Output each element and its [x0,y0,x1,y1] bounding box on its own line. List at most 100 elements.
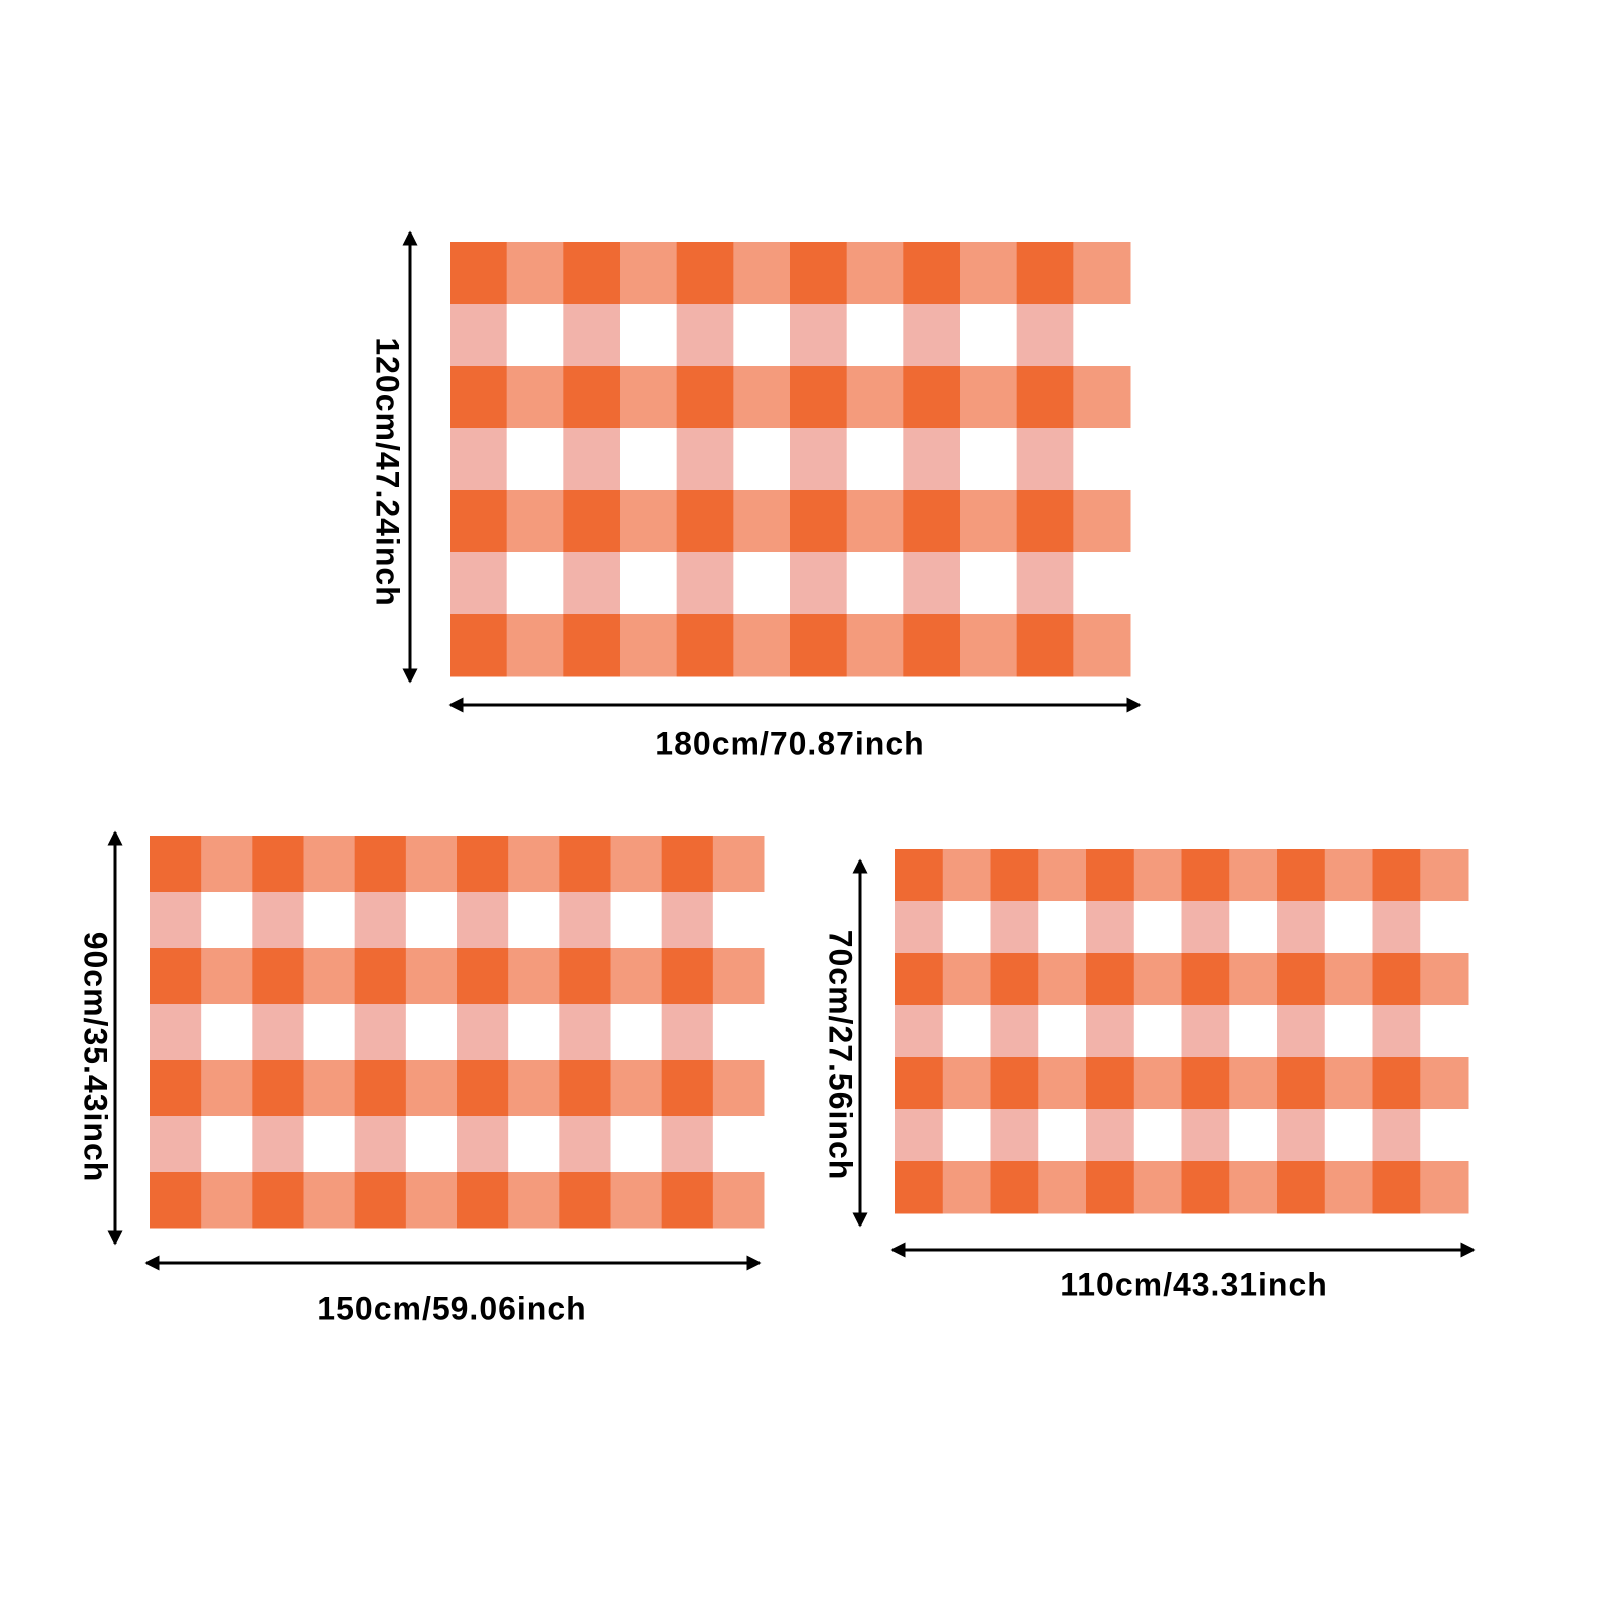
gingham-rug [150,836,765,1229]
check [846,552,904,615]
check [506,614,564,677]
check [712,1004,765,1061]
check [610,1116,663,1173]
check [201,1116,253,1173]
check [457,836,509,893]
check [960,428,1018,491]
check [610,1172,663,1229]
check [790,490,848,553]
check [790,614,848,677]
check [676,366,734,429]
check [508,836,560,893]
check [559,948,611,1005]
check [895,953,944,1006]
check [1372,1005,1421,1058]
check [712,892,765,949]
check [1086,1109,1135,1162]
check [790,428,848,491]
check [405,836,458,893]
check [1372,953,1421,1006]
check [942,901,991,954]
check [1420,901,1469,954]
check [354,1116,407,1173]
check [1420,1005,1469,1058]
check [1181,953,1230,1006]
check [303,948,356,1005]
check [1372,849,1421,902]
check [1229,901,1278,954]
check [1073,242,1131,305]
check [201,836,253,893]
check [457,1060,509,1117]
check [733,428,791,491]
check [1086,953,1135,1006]
check [712,1060,765,1117]
check [903,242,961,305]
check [1133,901,1182,954]
check [252,1172,304,1229]
check [303,892,356,949]
check [506,304,564,367]
check [620,242,678,305]
check [1229,1109,1278,1162]
check [1324,1161,1373,1214]
check [676,304,734,367]
check [903,552,961,615]
check [990,849,1039,902]
check [150,1172,202,1229]
check [559,1004,611,1061]
check [1420,1057,1469,1110]
check [1324,1057,1373,1110]
check [712,948,765,1005]
check [960,490,1018,553]
check [1016,490,1074,553]
check [661,836,714,893]
check [942,1109,991,1162]
check [620,490,678,553]
check [846,366,904,429]
check [405,1004,458,1061]
check [942,1161,991,1214]
check [405,1060,458,1117]
check [990,1161,1039,1214]
check [559,1060,611,1117]
check [960,366,1018,429]
check [252,948,304,1005]
check [661,1060,714,1117]
check [1372,901,1421,954]
check [903,490,961,553]
width-label: 180cm/70.87inch [655,725,924,761]
check [354,1172,407,1229]
check [1372,1161,1421,1214]
check [661,1004,714,1061]
check [733,614,791,677]
check [676,552,734,615]
check [508,1004,560,1061]
check [559,836,611,893]
check [610,836,663,893]
check [354,948,407,1005]
check [1133,849,1182,902]
check [506,366,564,429]
check [150,1060,202,1117]
check [303,836,356,893]
check [733,242,791,305]
check [676,242,734,305]
check [610,1004,663,1061]
check [1133,1057,1182,1110]
check [661,1116,714,1173]
check [620,366,678,429]
check [559,892,611,949]
check [733,366,791,429]
check [1420,849,1469,902]
check [846,304,904,367]
check [903,304,961,367]
check [457,1004,509,1061]
check [1133,953,1182,1006]
check [661,892,714,949]
check [1277,1057,1326,1110]
check [354,892,407,949]
check [1038,849,1087,902]
check [1229,849,1278,902]
check [559,1172,611,1229]
